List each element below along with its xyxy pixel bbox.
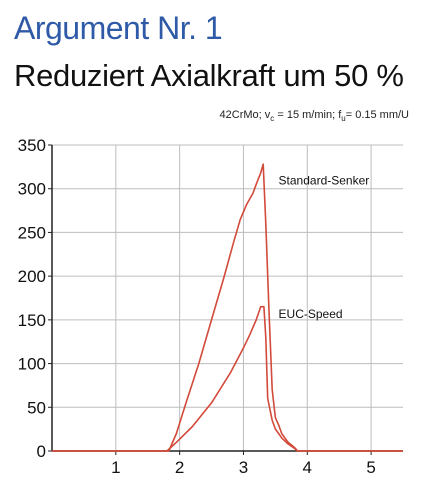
y-tick-label: 250 — [18, 223, 46, 242]
x-tick-label: 2 — [175, 458, 184, 477]
page-headline: Reduziert Axialkraft um 50 % — [14, 58, 404, 93]
x-tick-label: 3 — [239, 458, 248, 477]
vc-symbol: v — [264, 109, 271, 121]
series-label-euc-speed: EUC-Speed — [279, 307, 343, 321]
y-tick-label: 0 — [37, 442, 46, 461]
y-tick-label: 100 — [18, 355, 46, 374]
y-tick-label: 50 — [27, 398, 46, 417]
y-tick-label: 300 — [18, 180, 46, 199]
fu-subscript: u — [341, 114, 346, 124]
y-tick-label: 150 — [18, 311, 46, 330]
series-line-euc-speed — [52, 305, 403, 452]
series-line-standard-senker — [52, 163, 403, 452]
y-tick-label: 200 — [18, 267, 46, 286]
x-tick-label: 4 — [303, 458, 312, 477]
series-label-standard-senker: Standard-Senker — [279, 173, 370, 187]
vc-value: = 15 m/min; — [277, 109, 336, 121]
page-title: Argument Nr. 1 — [14, 10, 223, 46]
x-tick-label: 5 — [366, 458, 375, 477]
vc-subscript: c — [270, 114, 275, 124]
x-tick-label: 1 — [111, 458, 120, 477]
material-label: 42CrMo; — [219, 109, 262, 121]
fu-value: = 0.15 mm/U — [345, 109, 409, 121]
y-tick-label: 350 — [18, 136, 46, 155]
fu-symbol: f — [338, 109, 342, 121]
test-conditions: 42CrMo; vc = 15 m/min; fu= 0.15 mm/U — [220, 109, 409, 123]
